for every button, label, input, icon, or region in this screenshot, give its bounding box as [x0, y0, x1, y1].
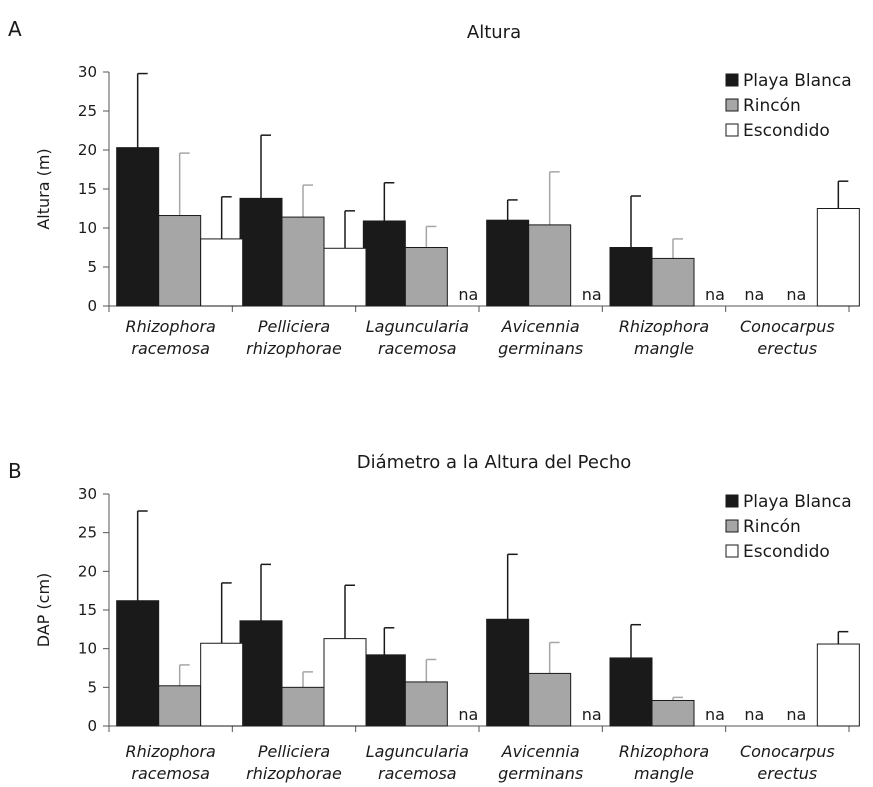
bar [158, 685, 202, 727]
y-tick-label: 25 [78, 524, 97, 542]
na-label: na [786, 705, 806, 724]
na-label: na [786, 285, 806, 304]
bar [404, 681, 448, 727]
bar [116, 600, 160, 727]
category-label-line2: germinans [498, 764, 583, 783]
legend-swatch [725, 73, 739, 87]
bar [816, 643, 860, 727]
bar [362, 654, 406, 727]
legend-label: Playa Blanca [743, 492, 852, 512]
na-label: na [582, 705, 602, 724]
na-label: na [705, 705, 725, 724]
bar [116, 147, 160, 307]
y-tick-label: 5 [87, 258, 97, 276]
bar [200, 642, 244, 727]
bar [486, 219, 530, 307]
y-tick-label: 25 [78, 102, 97, 120]
category-label-line2: rhizophorae [246, 339, 342, 358]
y-tick-label: 10 [78, 640, 97, 658]
na-label: na [458, 705, 478, 724]
y-tick-label: 10 [78, 219, 97, 237]
bar [651, 699, 695, 727]
bar [158, 215, 202, 307]
category-label-line2: racemosa [378, 764, 457, 783]
y-axis-label: DAP (cm) [34, 573, 53, 648]
y-tick-label: 20 [78, 562, 97, 580]
chart-title: Altura [467, 22, 521, 43]
category-label-line2: germinans [498, 339, 583, 358]
y-tick-label: 20 [78, 141, 97, 159]
category-label-line1: Rhizophora [125, 317, 215, 336]
category-label-line1: Rhizophora [619, 317, 709, 336]
category-label-line1: Rhizophora [619, 742, 709, 761]
category-label-line2: erectus [757, 764, 817, 783]
legend-label: Rincón [743, 96, 801, 116]
bar [609, 657, 653, 727]
na-label: na [705, 285, 725, 304]
panel-letter: B [8, 459, 22, 483]
na-label: na [744, 705, 764, 724]
y-tick-label: 30 [78, 63, 97, 81]
category-label-line1: Rhizophora [125, 742, 215, 761]
bar [404, 247, 448, 307]
panel-letter: A [8, 17, 22, 41]
legend-label: Rincón [743, 517, 801, 537]
y-tick-label: 15 [78, 601, 97, 619]
legend-label: Escondido [743, 542, 830, 562]
legend-label: Escondido [743, 121, 830, 141]
category-label-line1: Pelliciera [258, 742, 330, 761]
na-label: na [582, 285, 602, 304]
y-tick-label: 0 [87, 717, 97, 735]
bar [486, 618, 530, 727]
bar [362, 220, 406, 307]
category-label-line2: racemosa [131, 339, 210, 358]
bar [609, 247, 653, 307]
bar [239, 620, 283, 727]
category-label-line2: erectus [757, 339, 817, 358]
y-tick-label: 0 [87, 297, 97, 315]
legend-swatch [725, 98, 739, 112]
legend-swatch [725, 494, 739, 508]
category-label-line2: racemosa [131, 764, 210, 783]
legend-swatch [725, 123, 739, 137]
na-label: na [458, 285, 478, 304]
category-label-line2: mangle [634, 764, 694, 783]
y-tick-label: 15 [78, 180, 97, 198]
bar [816, 208, 860, 307]
category-label-line2: rhizophorae [246, 764, 342, 783]
panel-b-chart: B Diámetro a la Altura del Pecho DAP (cm) 0… [8, 452, 860, 783]
bar [651, 257, 695, 307]
bar [200, 238, 244, 307]
category-label-line1: Avicennia [501, 742, 580, 761]
bar [528, 224, 572, 307]
bar [281, 686, 325, 727]
y-tick-label: 30 [78, 485, 97, 503]
y-axis-label: Altura (m) [34, 148, 53, 229]
category-label-line1: Laguncularia [366, 742, 469, 761]
category-label-line1: Pelliciera [258, 317, 330, 336]
na-label: na [744, 285, 764, 304]
bar [323, 638, 367, 727]
bar [323, 247, 367, 307]
legend-swatch [725, 544, 739, 558]
category-label-line2: racemosa [378, 339, 457, 358]
category-label-line1: Conocarpus [740, 317, 835, 336]
bar [281, 216, 325, 307]
legend-swatch [725, 519, 739, 533]
category-label-line1: Conocarpus [740, 742, 835, 761]
category-label-line1: Laguncularia [366, 317, 469, 336]
y-tick-label: 5 [87, 678, 97, 696]
category-label-line2: mangle [634, 339, 694, 358]
category-label-line1: Avicennia [501, 317, 580, 336]
panel-a-chart: A Altura Altura (m) 0 5 10 15 20 25 30 Rhizophora r… [8, 17, 860, 358]
bar [528, 672, 572, 727]
bar [239, 197, 283, 307]
chart-title: Diámetro a la Altura del Pecho [357, 452, 632, 473]
legend-label: Playa Blanca [743, 71, 852, 91]
